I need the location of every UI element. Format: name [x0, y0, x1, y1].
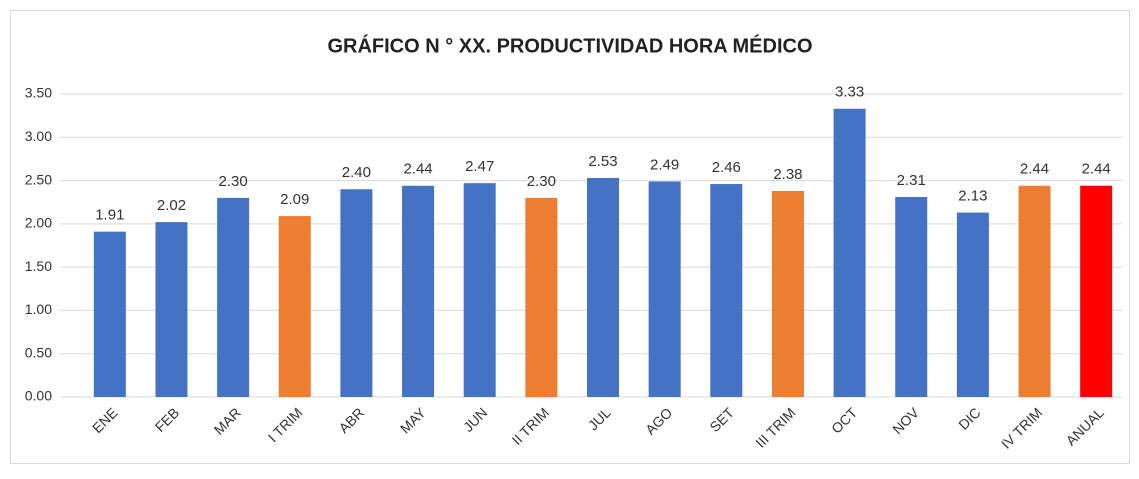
data-label: 3.33 [835, 84, 864, 101]
bar [155, 222, 188, 397]
chart-title: GRÁFICO N ° XX. PRODUCTIVIDAD HORA MÉDIC… [327, 34, 812, 57]
y-tick-label: 1.00 [25, 301, 52, 317]
bar [463, 183, 496, 397]
data-label: 2.47 [465, 158, 494, 175]
data-label: 2.09 [280, 191, 309, 208]
data-label: 2.30 [219, 173, 248, 190]
bar [648, 181, 681, 397]
bar [710, 184, 743, 397]
data-label: 2.49 [650, 156, 679, 173]
y-tick-label: 0.50 [25, 344, 52, 360]
bar [771, 190, 804, 397]
y-tick-label: 2.00 [25, 215, 52, 231]
bar [587, 177, 619, 397]
bar [340, 189, 373, 397]
data-label: 2.53 [588, 153, 617, 170]
bar [217, 197, 250, 397]
data-label: 2.30 [527, 173, 556, 190]
bar [833, 108, 866, 398]
bar [1080, 185, 1113, 397]
y-tick-label: 0.00 [25, 388, 52, 404]
data-label: 2.40 [342, 164, 371, 181]
data-label: 2.31 [897, 172, 926, 189]
bar [278, 216, 311, 397]
data-label: 2.44 [403, 161, 432, 178]
bar [956, 212, 989, 397]
data-label: 2.46 [712, 159, 741, 176]
bar [895, 197, 928, 397]
data-label: 2.38 [773, 166, 802, 183]
y-tick-label: 3.00 [25, 128, 52, 144]
bar [402, 185, 435, 397]
y-tick-label: 2.50 [25, 171, 52, 187]
bar [1018, 185, 1051, 397]
data-label: 2.44 [1020, 161, 1049, 178]
y-tick-label: 1.50 [25, 258, 52, 274]
y-tick-label: 3.50 [25, 85, 52, 101]
bar [93, 231, 126, 397]
data-label: 2.02 [157, 197, 186, 214]
data-label: 1.91 [95, 207, 124, 224]
chart-border [10, 10, 1130, 464]
data-label: 2.44 [1082, 161, 1111, 178]
data-label: 2.13 [958, 188, 987, 205]
bar [525, 197, 558, 397]
